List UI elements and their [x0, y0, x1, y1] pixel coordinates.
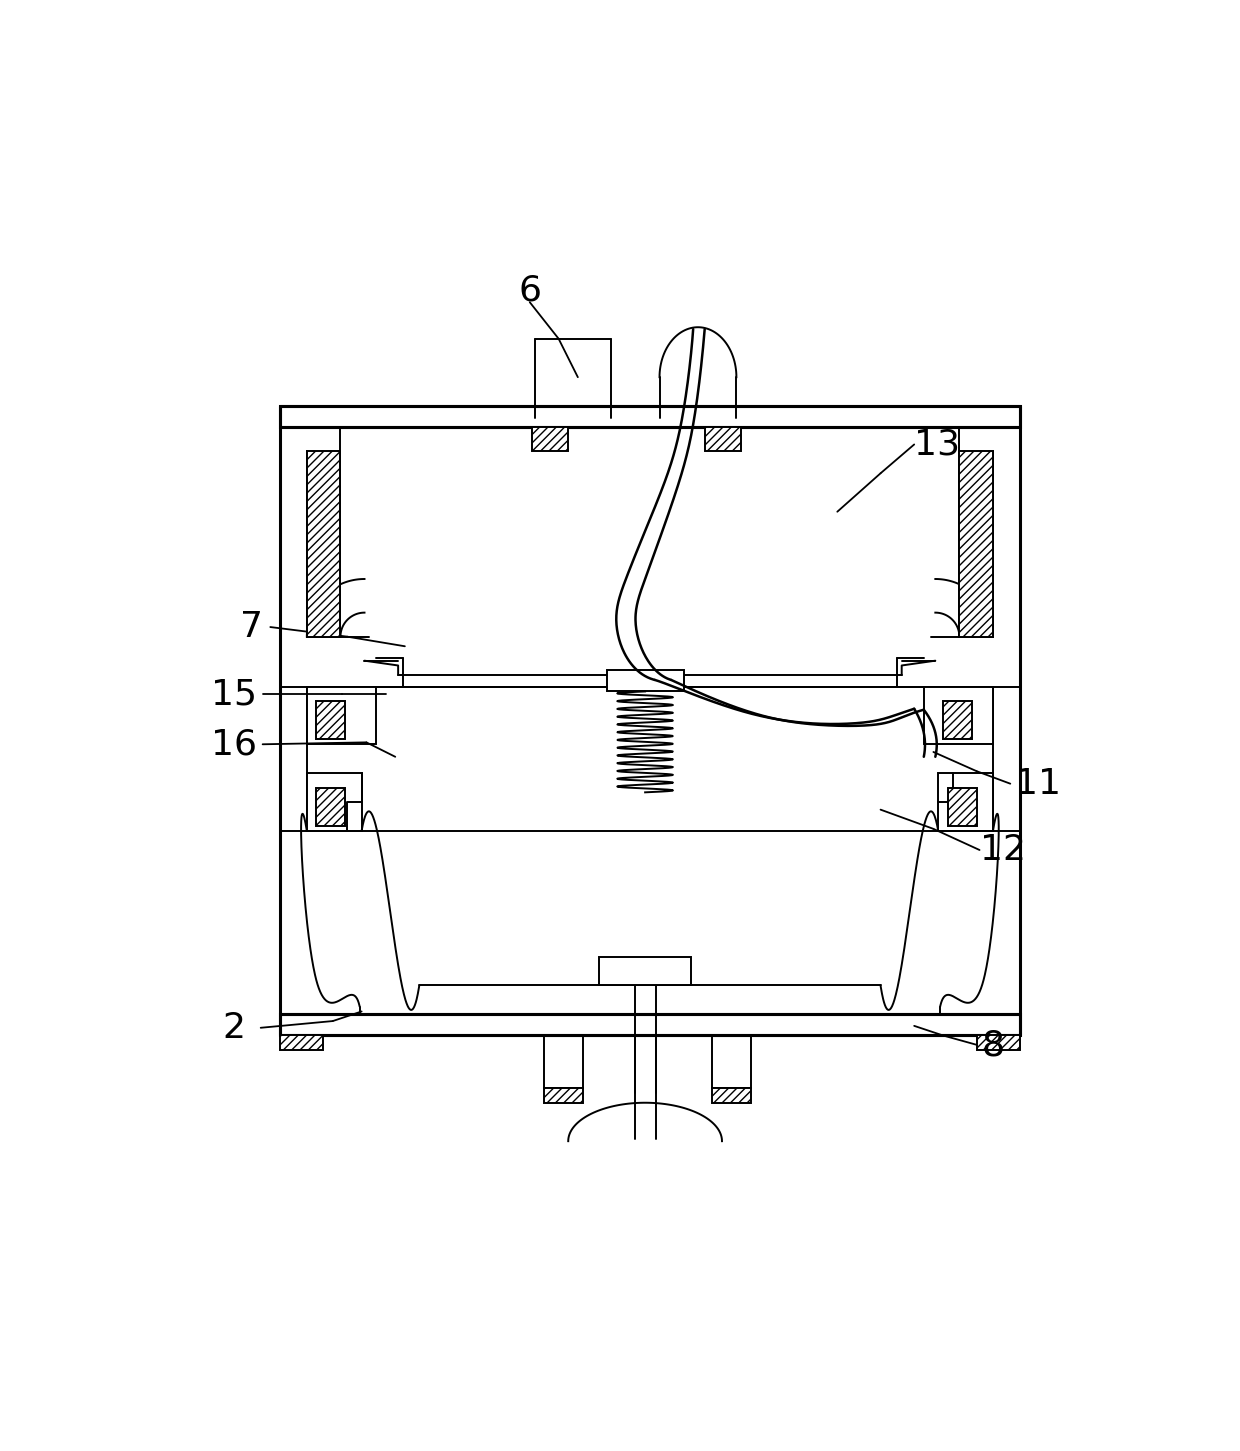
Bar [947, 788, 977, 826]
Text: 15: 15 [211, 678, 257, 711]
Bar [944, 701, 972, 740]
Text: 8: 8 [982, 1029, 1004, 1062]
Bar [316, 788, 345, 826]
Bar [280, 1014, 1021, 1036]
Bar [280, 1036, 324, 1051]
Bar [704, 427, 742, 451]
Text: 2: 2 [222, 1011, 246, 1045]
Text: 13: 13 [914, 428, 960, 461]
Text: 16: 16 [211, 727, 257, 762]
Bar [544, 1088, 583, 1103]
Bar [939, 773, 993, 831]
Bar [960, 451, 993, 637]
Bar [532, 427, 568, 451]
Bar [280, 406, 1021, 427]
Text: 11: 11 [1016, 766, 1061, 801]
Text: 12: 12 [980, 833, 1025, 868]
Bar [306, 773, 362, 831]
Bar [599, 956, 691, 985]
Text: 6: 6 [518, 274, 542, 308]
Bar [606, 670, 683, 692]
Bar [306, 686, 376, 744]
Bar [924, 686, 993, 744]
Bar [977, 1036, 1019, 1051]
Bar [712, 1088, 751, 1103]
Text: 7: 7 [239, 609, 263, 644]
Bar [316, 701, 345, 740]
Bar [306, 451, 341, 637]
